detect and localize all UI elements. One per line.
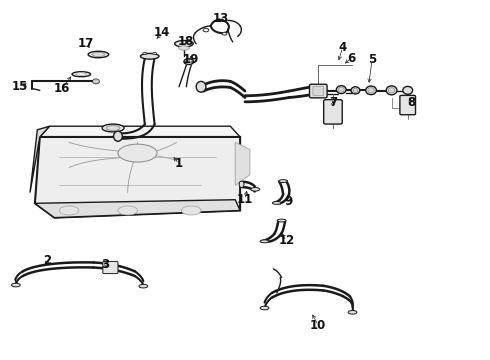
Ellipse shape	[181, 206, 201, 215]
Polygon shape	[235, 142, 250, 185]
Ellipse shape	[260, 306, 269, 310]
Ellipse shape	[118, 206, 138, 215]
Ellipse shape	[203, 28, 209, 32]
Text: 11: 11	[237, 193, 253, 206]
Ellipse shape	[92, 53, 105, 57]
Ellipse shape	[76, 73, 87, 76]
Text: 17: 17	[78, 37, 95, 50]
Ellipse shape	[366, 86, 376, 95]
Ellipse shape	[389, 87, 395, 93]
Ellipse shape	[196, 81, 206, 92]
Ellipse shape	[251, 188, 260, 191]
Ellipse shape	[184, 59, 194, 64]
Text: 12: 12	[278, 234, 294, 247]
Ellipse shape	[368, 87, 374, 93]
Ellipse shape	[338, 87, 344, 92]
Text: 4: 4	[339, 41, 347, 54]
Text: 8: 8	[407, 96, 415, 109]
Polygon shape	[35, 200, 240, 218]
Polygon shape	[40, 126, 240, 137]
Ellipse shape	[178, 46, 189, 50]
Ellipse shape	[386, 86, 397, 95]
Ellipse shape	[143, 52, 147, 54]
Text: 16: 16	[53, 82, 70, 95]
Text: 5: 5	[368, 53, 376, 66]
Text: 13: 13	[213, 12, 229, 25]
Ellipse shape	[222, 32, 227, 35]
Ellipse shape	[118, 144, 157, 162]
Ellipse shape	[88, 51, 109, 58]
Ellipse shape	[114, 131, 122, 141]
Text: 2: 2	[43, 254, 51, 267]
Ellipse shape	[272, 202, 281, 204]
Ellipse shape	[348, 311, 357, 314]
Ellipse shape	[102, 124, 124, 132]
Text: 19: 19	[183, 53, 199, 66]
Ellipse shape	[141, 53, 159, 59]
Text: 15: 15	[12, 80, 28, 93]
Text: 9: 9	[285, 195, 293, 208]
Text: 18: 18	[178, 35, 195, 49]
Ellipse shape	[174, 41, 193, 47]
Text: 7: 7	[329, 96, 337, 109]
FancyBboxPatch shape	[400, 95, 416, 115]
Polygon shape	[30, 126, 49, 193]
FancyBboxPatch shape	[313, 86, 324, 96]
Text: 14: 14	[154, 27, 170, 40]
Ellipse shape	[11, 283, 20, 287]
FancyBboxPatch shape	[103, 261, 118, 274]
Ellipse shape	[239, 181, 244, 188]
Ellipse shape	[106, 126, 120, 131]
Ellipse shape	[139, 284, 148, 288]
Ellipse shape	[59, 206, 79, 215]
Ellipse shape	[277, 219, 286, 222]
Polygon shape	[35, 137, 240, 218]
Ellipse shape	[403, 86, 413, 94]
Ellipse shape	[351, 87, 360, 94]
Ellipse shape	[153, 52, 157, 54]
Text: 3: 3	[102, 258, 110, 271]
Text: 6: 6	[347, 51, 356, 64]
Ellipse shape	[353, 88, 358, 93]
Text: 1: 1	[175, 157, 183, 170]
FancyBboxPatch shape	[310, 84, 327, 98]
Circle shape	[93, 79, 99, 84]
Ellipse shape	[260, 240, 269, 243]
Text: 10: 10	[310, 319, 326, 332]
Ellipse shape	[336, 86, 346, 94]
Ellipse shape	[279, 180, 288, 183]
Ellipse shape	[72, 72, 91, 77]
FancyBboxPatch shape	[324, 100, 342, 124]
